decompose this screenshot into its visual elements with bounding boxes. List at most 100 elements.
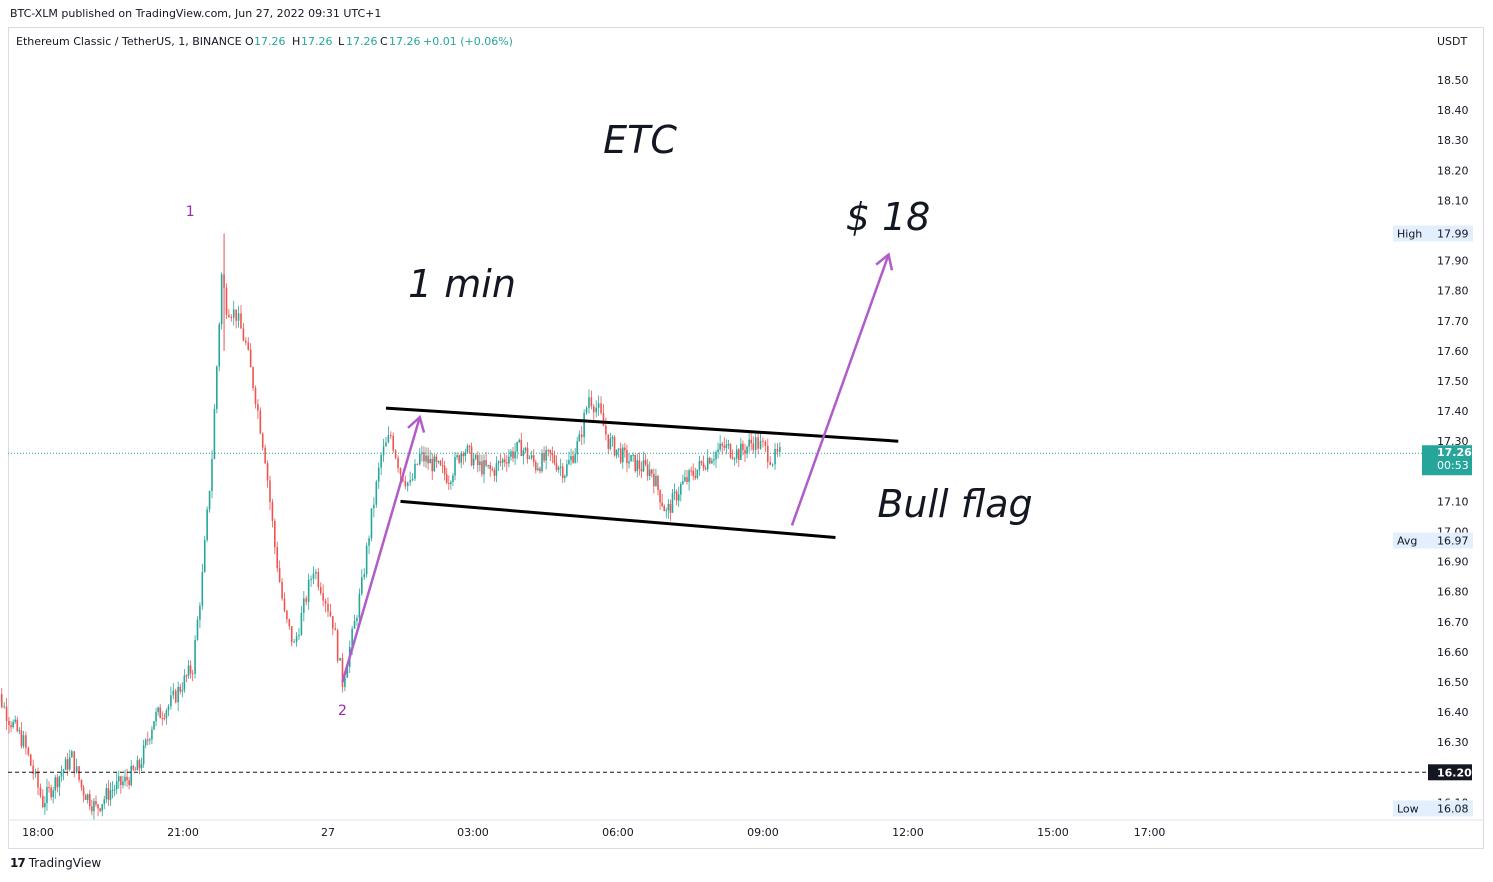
x-tick-label: 21:00	[167, 826, 199, 839]
candle-body	[762, 440, 764, 442]
candle-body	[80, 779, 83, 788]
candle-body	[481, 461, 483, 475]
candle-body	[516, 442, 518, 452]
y-tick-label: 17.90	[1437, 255, 1469, 268]
candle-body	[271, 502, 274, 521]
candle-body	[293, 641, 295, 643]
candle-body	[487, 464, 489, 466]
candle-body	[626, 450, 628, 464]
candle-body	[644, 460, 647, 465]
candle-body	[735, 449, 738, 459]
svg-text:High: High	[1397, 228, 1422, 241]
candle-body	[216, 366, 218, 410]
candle-body	[611, 437, 614, 439]
candle-body	[406, 482, 409, 487]
candle-body	[88, 794, 91, 807]
candle-body	[247, 342, 250, 350]
candle-body	[464, 452, 467, 457]
candle-body	[126, 776, 128, 781]
candle-body	[636, 460, 639, 472]
candle-body	[183, 675, 186, 691]
legend-h-value: 17.26	[301, 35, 333, 48]
candle-body	[310, 578, 312, 580]
candle-body	[228, 314, 230, 317]
candle-body	[694, 475, 697, 478]
candle-body	[740, 443, 742, 460]
candle-body	[551, 453, 554, 456]
candle-body	[665, 510, 668, 512]
candle-body	[445, 474, 448, 483]
candle-body	[522, 450, 525, 456]
candle-body	[274, 520, 276, 548]
candle-body	[138, 760, 141, 769]
candle-body	[609, 438, 612, 449]
candle-body	[52, 790, 54, 798]
candle-body	[211, 459, 213, 491]
y-tick-label: 16.40	[1437, 706, 1469, 719]
candle-body	[266, 463, 269, 481]
candle-body	[466, 445, 469, 453]
y-tick-label: 18.50	[1437, 74, 1469, 87]
candle-body	[431, 458, 434, 472]
x-tick-label: 03:00	[457, 826, 489, 839]
candle-body	[380, 455, 382, 468]
candle-body	[682, 481, 684, 485]
candle-body	[427, 455, 429, 464]
candle-body	[257, 404, 259, 411]
candle-body	[547, 450, 550, 452]
candle-body	[470, 446, 473, 466]
candle-body	[748, 439, 750, 447]
candle-body	[572, 456, 574, 463]
candle-body	[621, 447, 624, 463]
legend-c-label: C	[380, 35, 388, 48]
candle-body	[358, 593, 361, 618]
candle-body	[443, 465, 446, 475]
candle-body	[493, 470, 496, 476]
candle-body	[474, 455, 477, 459]
candle-body	[677, 494, 680, 501]
candle-body	[704, 468, 707, 470]
candle-body	[235, 309, 237, 321]
candle-body	[541, 453, 543, 472]
candle-body	[122, 781, 124, 785]
candle-body	[329, 611, 332, 617]
y-tick-label: 17.50	[1437, 375, 1469, 388]
candle-body	[54, 777, 57, 791]
candle-body	[499, 461, 502, 463]
candle-body	[237, 313, 240, 321]
candle-body	[27, 747, 30, 755]
candle-body	[179, 686, 182, 692]
candle-body	[60, 773, 63, 777]
candle-body	[706, 457, 709, 470]
y-tick-label: 16.80	[1437, 586, 1469, 599]
y-tick-label: 16.50	[1437, 676, 1469, 689]
candle-body	[566, 464, 568, 476]
candle-body	[232, 309, 235, 318]
candle-body	[56, 777, 59, 788]
candle-body	[528, 457, 531, 459]
candle-body	[663, 506, 666, 512]
y-tick-label: 18.20	[1437, 164, 1469, 177]
candle-body	[679, 484, 682, 495]
candle-body	[588, 397, 590, 409]
target-arrow-head	[875, 252, 894, 271]
candle-body	[97, 804, 99, 809]
annotation-pattern: Bull flag	[877, 482, 1032, 526]
candle-body	[435, 456, 438, 462]
candle-body	[628, 461, 630, 464]
candle-body	[157, 707, 159, 713]
candle-body	[462, 453, 465, 457]
candle-body	[124, 776, 126, 782]
candle-body	[317, 572, 320, 588]
candle-body	[146, 739, 149, 741]
candle-body	[161, 717, 164, 719]
candle-body	[673, 491, 676, 494]
candle-body	[286, 610, 288, 620]
candle-body	[78, 766, 80, 780]
candle-body	[174, 690, 177, 703]
candle-body	[757, 437, 759, 449]
candle-body	[563, 475, 566, 479]
candle-body	[101, 804, 104, 811]
candle-body	[646, 464, 649, 476]
